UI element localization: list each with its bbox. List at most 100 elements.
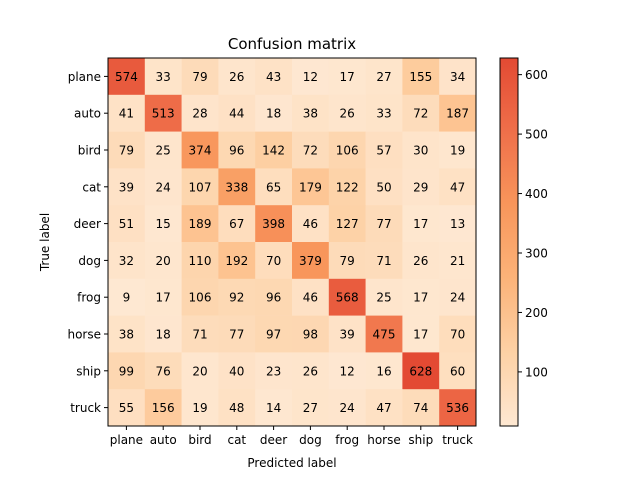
heatmap-cell (255, 242, 293, 280)
cell-value-label: 99 (119, 364, 134, 378)
cell-value-label: 17 (413, 328, 428, 342)
heatmap-cell (181, 278, 219, 316)
cell-value-label: 32 (119, 254, 134, 268)
heatmap-cell (181, 352, 219, 390)
cell-value-label: 74 (413, 401, 428, 415)
cell-value-label: 16 (376, 364, 391, 378)
heatmap-cell (328, 352, 366, 390)
cell-value-label: 79 (192, 70, 207, 84)
heatmap-cell (328, 242, 366, 280)
heatmap-cell (181, 94, 219, 132)
heatmap-cell (144, 205, 182, 243)
heatmap-cell (255, 352, 293, 390)
heatmap-cell (439, 168, 477, 206)
colorbar: 100 200 300 400 500 600 (499, 57, 548, 427)
heatmap-cell (292, 389, 330, 427)
heatmap-cell (255, 205, 293, 243)
heatmap-cell (328, 315, 366, 353)
cell-value-label: 70 (266, 254, 281, 268)
cell-value-label: 40 (229, 364, 244, 378)
cell-value-label: 98 (303, 328, 318, 342)
heatmap-cell (365, 352, 403, 390)
y-tick-label: dog (78, 254, 101, 268)
heatmap-cell (108, 315, 146, 353)
cell-value-label: 17 (413, 291, 428, 305)
heatmap-cell (328, 168, 366, 206)
heatmap-cell (181, 58, 219, 96)
heatmap-cell (144, 131, 182, 169)
y-tick-label: deer (74, 217, 101, 231)
x-tick-label: horse (367, 433, 401, 447)
heatmap-cell (365, 278, 403, 316)
cell-value-label: 24 (450, 291, 465, 305)
heatmap-cell (328, 131, 366, 169)
heatmap-cell (439, 389, 477, 427)
cell-value-label: 475 (373, 328, 396, 342)
y-tick-label: auto (74, 107, 101, 121)
heatmap-cell (292, 205, 330, 243)
cell-value-label: 27 (376, 70, 391, 84)
heatmap-cell (108, 94, 146, 132)
y-axis-label: True label (38, 213, 52, 272)
cell-value-label: 23 (266, 364, 281, 378)
cell-value-label: 65 (266, 180, 281, 194)
cell-value-label: 338 (225, 180, 248, 194)
cell-value-label: 41 (119, 107, 134, 121)
heatmap-cell (402, 389, 440, 427)
cell-value-label: 70 (450, 328, 465, 342)
cell-value-label: 44 (229, 107, 244, 121)
cell-value-label: 38 (303, 107, 318, 121)
heatmap-cell (402, 352, 440, 390)
heatmap-cell (292, 168, 330, 206)
cell-value-label: 25 (376, 291, 391, 305)
cell-value-label: 79 (340, 254, 355, 268)
cell-value-label: 110 (189, 254, 212, 268)
cell-value-label: 25 (156, 144, 171, 158)
cell-value-label: 47 (450, 180, 465, 194)
heatmap-cell (292, 352, 330, 390)
x-tick-label: truck (442, 433, 473, 447)
heatmap-cell (144, 94, 182, 132)
heatmap-cell (439, 94, 477, 132)
cell-value-label: 43 (266, 70, 281, 84)
heatmap-cell (108, 352, 146, 390)
x-tick-label: frog (335, 433, 359, 447)
heatmap-cell (144, 168, 182, 206)
cell-value-label: 142 (262, 144, 285, 158)
cell-value-label: 13 (450, 217, 465, 231)
heatmap-cell (328, 94, 366, 132)
heatmap-cell (292, 58, 330, 96)
plot-frame (107, 57, 477, 427)
cell-value-label: 21 (450, 254, 465, 268)
cell-value-label: 50 (376, 180, 391, 194)
heatmap-cell (402, 94, 440, 132)
cell-value-label: 26 (303, 364, 318, 378)
heatmap-cell (365, 168, 403, 206)
heatmap-cell (144, 389, 182, 427)
cell-value-label: 12 (303, 70, 318, 84)
cell-value-label: 71 (376, 254, 391, 268)
cell-value-label: 156 (152, 401, 175, 415)
x-tick-label: deer (260, 433, 287, 447)
cell-value-label: 26 (229, 70, 244, 84)
cell-value-label: 46 (303, 217, 318, 231)
cell-value-label: 26 (340, 107, 355, 121)
colorbar-tick-label: 600 (525, 68, 548, 82)
heatmap-cell (255, 315, 293, 353)
heatmap-cell (144, 352, 182, 390)
cell-value-label: 19 (450, 144, 465, 158)
heatmap-cell (365, 389, 403, 427)
heatmap-cell (402, 242, 440, 280)
cell-value-label: 17 (413, 217, 428, 231)
heatmap-cell (218, 131, 256, 169)
x-tick-label: cat (227, 433, 246, 447)
heatmap-cell (218, 352, 256, 390)
heatmap-cell (108, 131, 146, 169)
heatmap-cell (108, 242, 146, 280)
cell-value-label: 38 (119, 328, 134, 342)
heatmap-cell (108, 168, 146, 206)
colorbar-tick-label: 400 (525, 187, 548, 201)
cell-value-label: 106 (189, 291, 212, 305)
cell-value-label: 29 (413, 180, 428, 194)
cell-value-label: 17 (340, 70, 355, 84)
